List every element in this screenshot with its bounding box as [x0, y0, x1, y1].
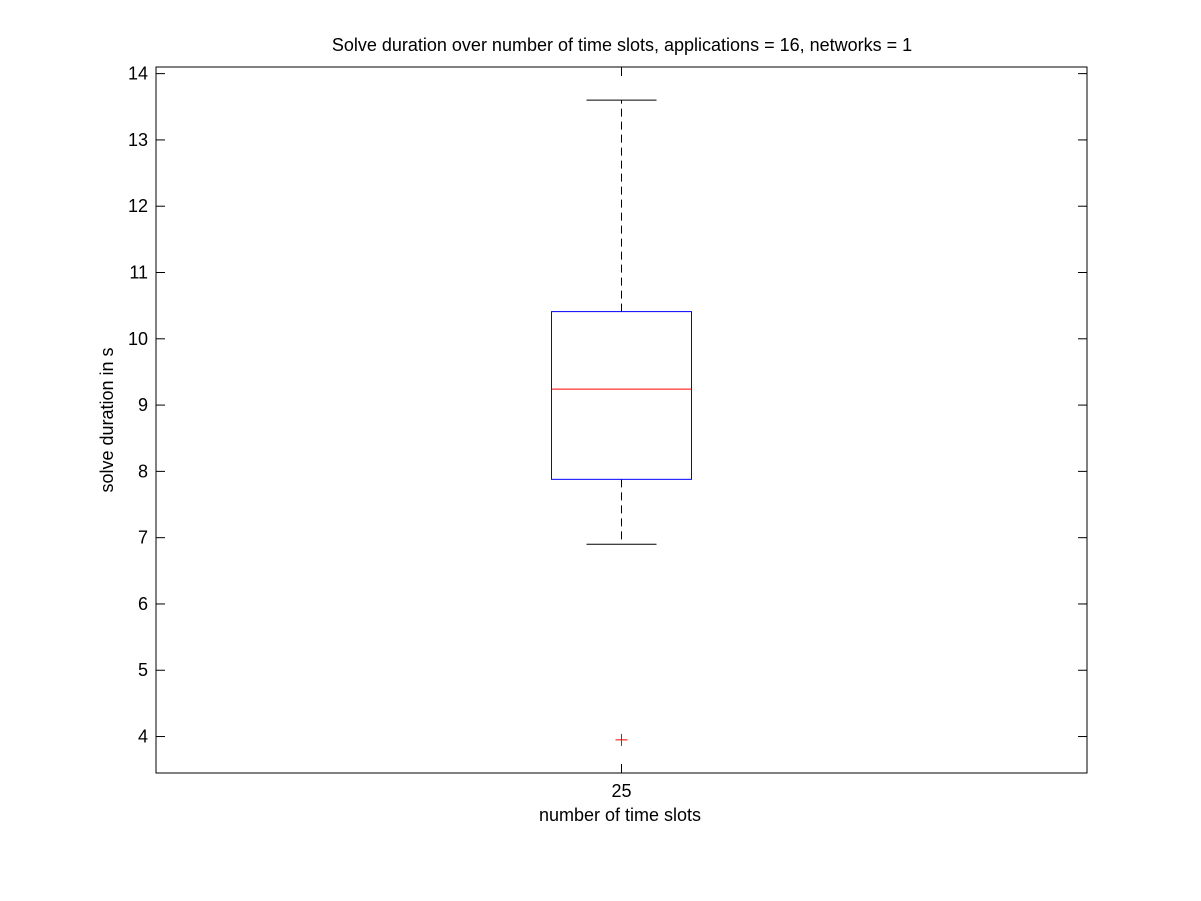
box-plot-series: [551, 99, 692, 746]
y-tick-label: 14: [128, 64, 148, 84]
y-tick-label: 12: [128, 196, 148, 216]
box-plot-25: [551, 99, 692, 746]
y-tick-label: 13: [128, 130, 148, 150]
y-tick-label: 6: [138, 594, 148, 614]
outlier-point: [615, 733, 628, 746]
y-axis-label: solve duration in s: [97, 347, 117, 492]
y-tick-label: 10: [128, 329, 148, 349]
y-tick-label: 4: [138, 727, 148, 747]
y-tick-label: 8: [138, 461, 148, 481]
y-tick-label: 5: [138, 660, 148, 680]
box-iqr: [551, 311, 692, 480]
x-axis-label: number of time slots: [539, 805, 701, 825]
chart-title: Solve duration over number of time slots…: [332, 35, 912, 55]
y-axis: 4 5 6 7 8 9 10 11 12 13 14: [128, 64, 1087, 747]
plot-area: [155, 66, 1088, 774]
y-tick-label: 9: [138, 395, 148, 415]
y-tick-label: 7: [138, 528, 148, 548]
x-axis: 25: [611, 67, 632, 801]
x-tick-label: 25: [611, 781, 631, 801]
y-tick-label: 11: [129, 263, 148, 283]
